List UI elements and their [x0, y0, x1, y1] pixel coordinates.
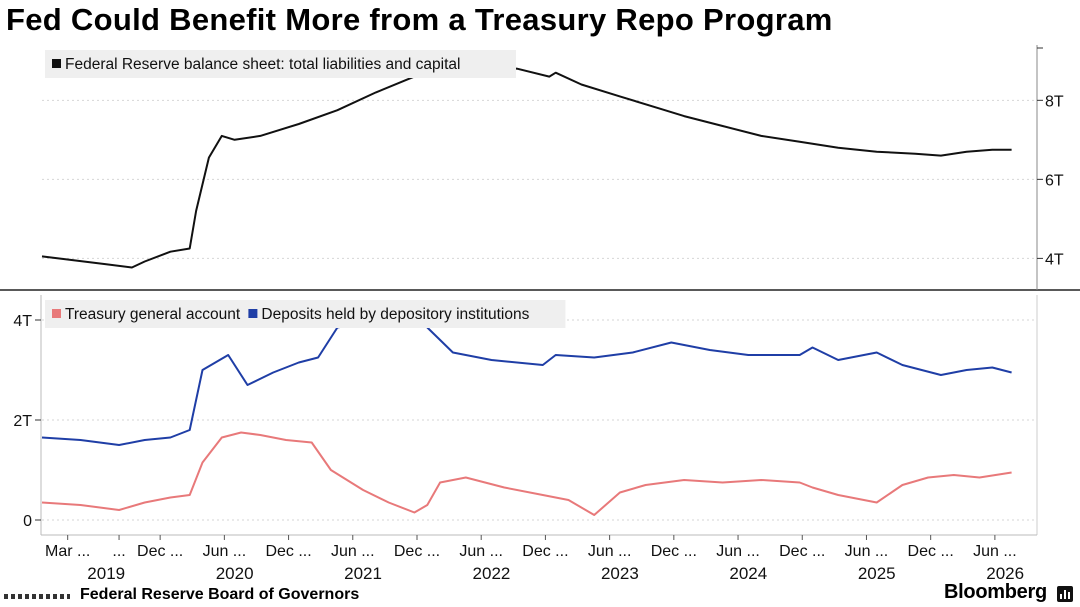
chart-title: Fed Could Benefit More from a Treasury R…	[6, 2, 833, 37]
x-tick-label: Jun ...	[716, 543, 760, 560]
x-tick-label: Dec ...	[394, 543, 440, 560]
x-tick-label: Dec ...	[908, 543, 954, 560]
x-tick-label: Jun ...	[588, 543, 632, 560]
x-year-label: 2024	[729, 564, 767, 583]
brand-logo: Bloomberg	[944, 581, 1047, 603]
x-tick-label: Jun ...	[459, 543, 503, 560]
series-line-deposits-held-by-depository-institutions	[41, 306, 1012, 446]
legend-label: Treasury general account	[65, 306, 241, 323]
y-tick-label: 4T	[1045, 251, 1064, 268]
y-tick-label: 4T	[13, 313, 32, 330]
legend-label: Federal Reserve balance sheet: total lia…	[65, 56, 460, 73]
x-year-label: 2020	[216, 564, 254, 583]
x-tick-label: Jun ...	[331, 543, 375, 560]
x-year-label: 2026	[986, 564, 1024, 583]
x-year-label: 2025	[858, 564, 896, 583]
y-tick-label: 6T	[1045, 172, 1064, 189]
y-tick-label: 8T	[1045, 93, 1064, 110]
legend-box	[45, 300, 566, 328]
y-tick-label: 2T	[13, 413, 32, 430]
legend-box	[45, 50, 516, 78]
source-mark-icon	[4, 594, 70, 599]
x-tick-label: Dec ...	[522, 543, 568, 560]
x-year-label: 2023	[601, 564, 639, 583]
x-tick-label: Mar ...	[45, 543, 90, 560]
x-year-label: 2021	[344, 564, 382, 583]
series-line-federal-reserve-balance-sheet-total-liabilities-and-capital	[41, 61, 1012, 269]
legend-swatch	[248, 309, 258, 318]
y-tick-label: 0	[23, 513, 32, 530]
bloomberg-terminal-icon	[1057, 586, 1073, 602]
x-tick-label: Jun ...	[845, 543, 889, 560]
x-year-label: 2019	[87, 564, 125, 583]
x-tick-label: Dec ...	[779, 543, 825, 560]
x-tick-label: ...	[112, 543, 125, 560]
legend-swatch	[52, 309, 61, 318]
x-tick-label: Jun ...	[973, 543, 1017, 560]
x-tick-label: Jun ...	[203, 543, 247, 560]
x-year-label: 2022	[473, 564, 511, 583]
x-tick-label: Dec ...	[651, 543, 697, 560]
x-tick-label: Dec ...	[137, 543, 183, 560]
legend-swatch	[52, 59, 61, 68]
series-line-treasury-general-account	[41, 431, 1012, 516]
footer-source: Federal Reserve Board of Governors	[80, 586, 360, 603]
legend-label: Deposits held by depository institutions	[261, 306, 529, 323]
x-tick-label: Dec ...	[265, 543, 311, 560]
